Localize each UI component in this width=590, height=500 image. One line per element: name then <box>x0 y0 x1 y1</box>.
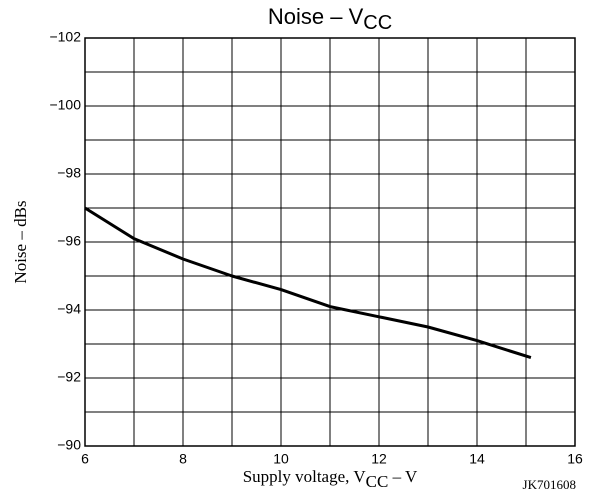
line <box>84 206 532 360</box>
y-tick-label: −102 <box>49 29 81 45</box>
y-axis-label: Noise – dBs <box>11 200 30 283</box>
x-tick-label: 14 <box>469 451 485 467</box>
figure-code: JK701608 <box>523 477 576 492</box>
y-tick-label: −92 <box>57 369 81 385</box>
y-tick-label: −100 <box>49 97 81 113</box>
x-tick-label: 10 <box>273 451 289 467</box>
x-tick-label: 6 <box>81 451 89 467</box>
y-tick-label: −98 <box>57 165 81 181</box>
y-tick-label: −96 <box>57 233 81 249</box>
x-axis-label: Supply voltage, VCC – V <box>243 467 418 491</box>
chart-title: Noise – VCC <box>268 4 392 34</box>
x-tick-label: 12 <box>371 451 387 467</box>
y-tick-label: −94 <box>57 301 81 317</box>
x-tick-label: 16 <box>567 451 583 467</box>
y-tick-label: −90 <box>57 437 81 453</box>
x-tick-label: 8 <box>179 451 187 467</box>
plot-frame <box>84 37 576 447</box>
